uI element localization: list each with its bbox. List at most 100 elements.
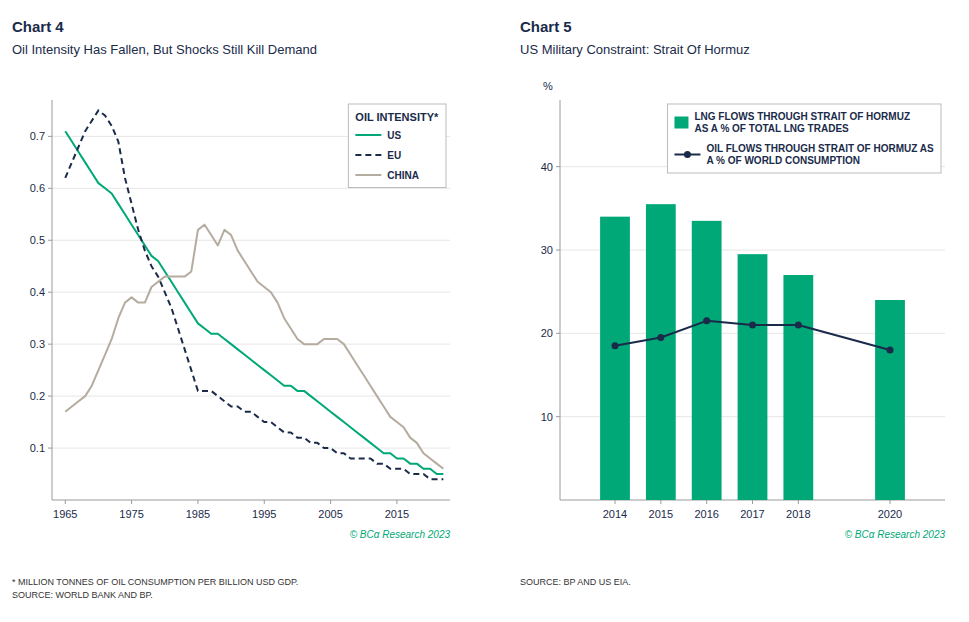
y-tick: [48, 292, 52, 293]
x-tick-label: 2016: [694, 508, 718, 520]
y-tick-label: 0.1: [30, 442, 45, 454]
line: [65, 225, 443, 469]
x-tick-label: 2014: [603, 508, 627, 520]
y-tick-label: 0.2: [30, 390, 45, 402]
legend-label-line: A % OF WORLD CONSUMPTION: [706, 155, 860, 166]
y-tick: [48, 240, 52, 241]
legend-box: [667, 104, 941, 173]
bar: [646, 204, 676, 500]
x-tick: [197, 500, 198, 504]
grid-line: [52, 292, 450, 293]
y-tick: [48, 396, 52, 397]
x-tick: [396, 500, 397, 504]
x-tick: [752, 500, 753, 504]
y-axis-label: %: [543, 80, 553, 92]
legend-label: EU: [387, 150, 401, 161]
legend-label: OIL FLOWS THROUGH STRAIT OF HORMUZ ASA %…: [706, 143, 934, 166]
legend-label-line: AS A % OF TOTAL LNG TRADES: [694, 123, 849, 134]
footnote-line: SOURCE: WORLD BANK AND BP.: [12, 590, 153, 600]
chart-subtitle: US Military Constraint: Strait Of Hormuz: [520, 42, 750, 57]
copyright: © BCα Research 2023: [845, 529, 946, 540]
marker: [795, 322, 802, 329]
x-tick-label: 2020: [878, 508, 902, 520]
marker: [612, 342, 619, 349]
legend-swatch: [355, 154, 381, 156]
bar: [692, 221, 722, 500]
legend: OIL INTENSITY* US EU CHINA: [348, 104, 446, 188]
y-tick: [48, 448, 52, 449]
legend-swatch: [355, 174, 381, 176]
marker: [887, 347, 894, 354]
x-tick: [615, 500, 616, 504]
y-tick: [48, 188, 52, 189]
x-tick: [660, 500, 661, 504]
x-tick-label: 2017: [740, 508, 764, 520]
legend-box: [348, 104, 446, 188]
y-axis-line: [52, 100, 53, 500]
x-tick-label: 2015: [649, 508, 673, 520]
y-tick: [556, 250, 560, 251]
legend-swatch-marker: [684, 151, 691, 158]
bar: [600, 217, 630, 500]
y-tick: [556, 166, 560, 167]
legend-label-line: OIL FLOWS THROUGH STRAIT OF HORMUZ AS: [706, 143, 934, 154]
y-tick: [48, 344, 52, 345]
bar: [738, 254, 768, 500]
x-tick-label: 1975: [119, 508, 143, 520]
footnote: SOURCE: BP AND US EIA.: [520, 577, 631, 587]
y-tick-label: 0.7: [30, 130, 45, 142]
line: [615, 321, 890, 350]
x-axis-line: [52, 500, 450, 501]
grid-line: [52, 448, 450, 449]
y-tick-label: 0.6: [30, 182, 45, 194]
x-tick-label: 2005: [318, 508, 342, 520]
marker: [749, 322, 756, 329]
grid-line: [52, 240, 450, 241]
grid-line: [52, 344, 450, 345]
x-tick: [798, 500, 799, 504]
x-tick: [131, 500, 132, 504]
y-tick: [556, 333, 560, 334]
x-tick-label: 1965: [53, 508, 77, 520]
grid-line: [52, 396, 450, 397]
plot-area: [600, 204, 905, 500]
y-tick-label: 40: [541, 161, 553, 173]
legend-label: LNG FLOWS THROUGH STRAIT OF HORMUZAS A %…: [694, 111, 910, 134]
x-tick: [264, 500, 265, 504]
legend-swatch: [355, 134, 381, 136]
x-tick-label: 2015: [385, 508, 409, 520]
copyright: © BCα Research 2023: [350, 529, 451, 540]
marker: [703, 317, 710, 324]
chart-subtitle: Oil Intensity Has Fallen, But Shocks Sti…: [12, 42, 317, 57]
marker: [657, 334, 664, 341]
x-tick: [706, 500, 707, 504]
x-tick: [330, 500, 331, 504]
panel: Chart 5 US Military Constraint: Strait Of…: [520, 18, 945, 587]
figure: Chart 4 Oil Intensity Has Fallen, But Sho…: [0, 0, 969, 622]
chart-title: Chart 4: [12, 18, 64, 35]
y-tick-label: 0.5: [30, 234, 45, 246]
y-tick-label: 10: [541, 411, 553, 423]
y-tick-label: 20: [541, 327, 553, 339]
x-tick-label: 1995: [252, 508, 276, 520]
legend-label: CHINA: [387, 170, 419, 181]
x-tick-label: 2018: [786, 508, 810, 520]
y-tick-label: 0.3: [30, 338, 45, 350]
legend-label: US: [387, 130, 401, 141]
legend-title: OIL INTENSITY*: [355, 111, 439, 123]
legend-swatch: [674, 117, 688, 129]
legend: LNG FLOWS THROUGH STRAIT OF HORMUZAS A %…: [667, 104, 941, 173]
y-tick-label: 0.4: [30, 286, 45, 298]
chart-title: Chart 5: [520, 18, 572, 35]
footnote: * MILLION TONNES OF OIL CONSUMPTION PER …: [12, 577, 298, 600]
x-tick: [890, 500, 891, 504]
legend-label-line: LNG FLOWS THROUGH STRAIT OF HORMUZ: [694, 111, 910, 122]
panel: Chart 4 Oil Intensity Has Fallen, But Sho…: [12, 18, 450, 600]
x-tick: [65, 500, 66, 504]
y-tick: [48, 136, 52, 137]
y-tick: [556, 416, 560, 417]
bar: [783, 275, 813, 500]
y-axis-line: [560, 100, 561, 500]
y-tick-label: 30: [541, 244, 553, 256]
x-tick-label: 1985: [186, 508, 210, 520]
